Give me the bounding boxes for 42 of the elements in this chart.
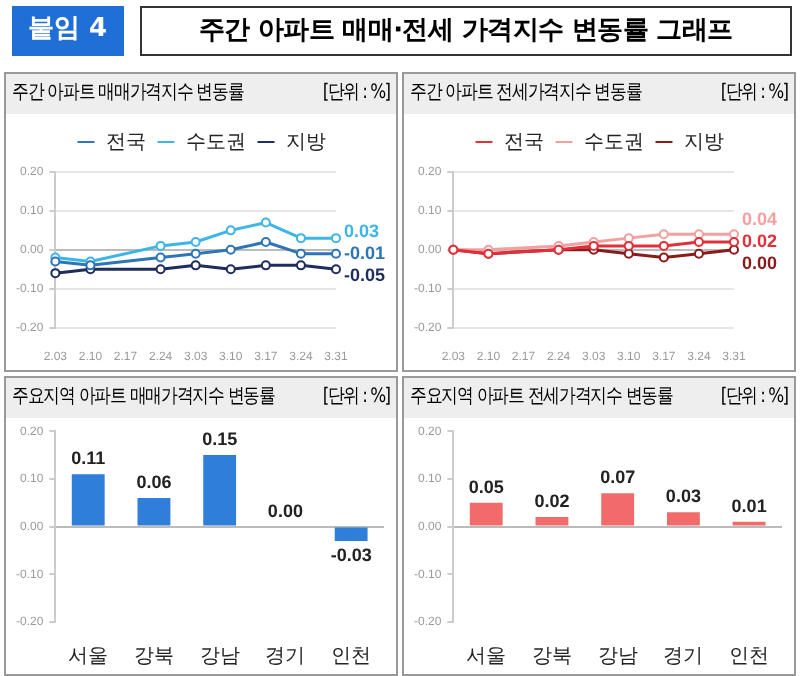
- legend-label: 수도권: [584, 131, 644, 154]
- text: [단위 : %]: [721, 384, 788, 412]
- legend-label: 전국: [106, 131, 146, 154]
- x-tick-label: 경기: [663, 645, 704, 668]
- x-tick-label: 강남: [199, 645, 240, 668]
- x-tick-label: 강남: [597, 645, 638, 668]
- data-label: -0.03: [330, 544, 372, 565]
- chart-title: 주간 아파트 전세가격지수 변동률: [410, 80, 642, 108]
- data-label: 0.03: [344, 220, 380, 241]
- data-label: 0.04: [742, 208, 778, 229]
- text: [단위 : %]: [721, 80, 788, 108]
- x-tick-label: 인천: [729, 645, 770, 668]
- data-label: 0.06: [136, 471, 172, 492]
- x-tick-label: 서울: [68, 645, 109, 668]
- legend-label: 지방: [286, 131, 326, 154]
- text: 붙임 4: [12, 6, 124, 56]
- data-label: 0.15: [202, 429, 238, 450]
- data-label: 0.05: [468, 476, 504, 497]
- data-label: 0.00: [742, 252, 778, 273]
- text: [단위 : %]: [323, 384, 390, 412]
- x-tick-label: 강북: [133, 645, 174, 668]
- data-label: 0.11: [71, 448, 106, 469]
- data-label: 0.00: [267, 500, 303, 521]
- legend-label: 수도권: [186, 131, 246, 154]
- data-label: -0.01: [344, 242, 386, 263]
- data-label: 0.03: [665, 486, 701, 507]
- text: [단위 : %]: [323, 80, 390, 108]
- data-label: 0.02: [742, 230, 778, 251]
- x-tick-label: 인천: [331, 645, 372, 668]
- chart-title: 주요지역 아파트 매매가격지수 변동률: [12, 384, 275, 412]
- x-tick-label: 서울: [466, 645, 507, 668]
- x-tick-label: 경기: [265, 645, 306, 668]
- chart-title: 주간 아파트 매매가격지수 변동률: [12, 80, 244, 108]
- legend-label: 전국: [504, 131, 544, 154]
- data-label: 0.01: [731, 495, 767, 516]
- chart-title: 주요지역 아파트 전세가격지수 변동률: [410, 384, 673, 412]
- data-label: 0.02: [534, 491, 570, 512]
- data-label: 0.07: [600, 467, 636, 488]
- text: 주간 아파트 매매·전세 가격지수 변동률 그래프: [139, 6, 792, 56]
- legend-label: 지방: [684, 131, 724, 154]
- data-label: -0.05: [344, 264, 386, 285]
- x-tick-label: 강북: [531, 645, 572, 668]
